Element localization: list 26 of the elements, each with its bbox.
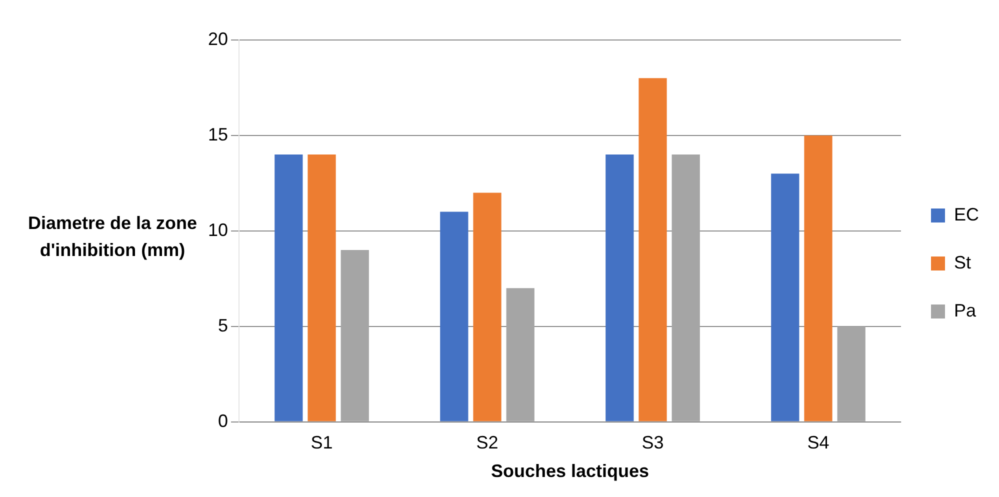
- bar: [606, 154, 634, 422]
- x-tick-label: S2: [476, 432, 498, 453]
- x-axis-title: Souches lactiques: [490, 461, 650, 482]
- y-tick-label: 0: [218, 410, 228, 431]
- bar: [804, 135, 832, 422]
- y-tick-label: 5: [218, 315, 228, 336]
- x-tick-label: S1: [310, 432, 333, 453]
- bar: [340, 250, 369, 422]
- bar: [672, 154, 700, 422]
- bar: [638, 78, 667, 422]
- bar: [771, 174, 800, 422]
- y-tick-label: 20: [208, 28, 228, 49]
- x-tick-label: S4: [807, 432, 830, 453]
- legend-label: EC: [954, 204, 980, 224]
- bar: [308, 154, 336, 422]
- y-axis-title: Diametre de la zone d'inhibition (mm): [26, 212, 198, 262]
- legend-label: St: [954, 252, 972, 272]
- bar: [440, 212, 468, 422]
- bar: [274, 154, 303, 422]
- y-tick-label: 15: [208, 124, 228, 144]
- bar: [506, 288, 534, 422]
- legend-label: Pa: [954, 300, 977, 320]
- bar: [837, 326, 866, 422]
- bar: [473, 192, 502, 422]
- y-tick-label: 10: [208, 220, 228, 240]
- x-tick-label: S3: [642, 432, 664, 453]
